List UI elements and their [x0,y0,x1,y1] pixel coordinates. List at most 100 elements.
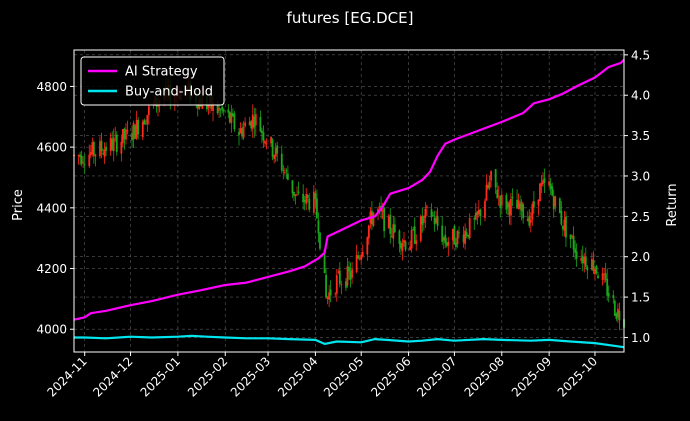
candle-body-102 [293,191,295,196]
candle-body-171 [441,225,444,242]
candle-body-190 [479,209,482,217]
candle-body-81 [248,121,251,126]
candle-body-8 [91,142,94,155]
candle-body-199 [499,196,502,208]
candle-body-134 [360,254,363,260]
candle-body-126 [345,281,347,288]
candle-body-194 [488,181,491,189]
candle-body-72 [228,111,231,123]
candle-body-83 [251,114,254,129]
candle-body-142 [378,206,381,208]
candle-body-23 [123,128,126,140]
candle-body-217 [539,183,541,202]
candle-body-244 [595,266,598,274]
right-tick-label-6: 4.0 [631,89,650,103]
candle-body-189 [477,209,480,214]
candle-body-216 [537,199,540,206]
candle-body-94 [274,147,277,157]
candle-body-238 [583,256,586,264]
candle-body-255 [618,311,621,321]
candle-body-67 [218,108,221,111]
candle-body-146 [387,216,390,229]
candle-body-129 [349,271,352,280]
candle-body-183 [465,232,468,236]
candle-body-163 [422,216,425,223]
candle-body-1 [77,155,80,157]
candle-body-167 [432,215,434,216]
candle-body-213 [529,219,532,223]
candle-body-254 [616,308,619,318]
candle-body-33 [144,123,147,125]
right-tick-label-0: 1.0 [631,331,650,345]
candle-body-100 [286,173,289,180]
candle-body-80 [244,122,247,127]
candle-body-88 [262,132,265,141]
candle-body-82 [250,120,253,129]
candle-body-242 [592,260,595,272]
candle-body-236 [580,258,583,261]
candle-body-107 [303,200,306,202]
candle-body-201 [505,195,508,210]
candle-body-176 [451,229,454,241]
candle-body-221 [548,181,551,186]
left-y-axis: 4000 4200 4400 4600 4800 [36,80,74,337]
candle-body-152 [400,242,402,249]
candle-body-132 [357,255,360,259]
candle-body-157 [410,230,413,249]
candle-body-202 [506,202,509,208]
candle-body-170 [436,215,439,226]
candle-body-172 [442,237,445,241]
candle-body-101 [291,180,294,194]
candle-body-198 [497,195,500,197]
candle-body-144 [381,210,384,212]
candle-body-29 [135,119,138,139]
candle-body-24 [125,129,127,140]
candle-body-141 [377,208,379,212]
candle-body-17 [111,139,114,150]
candle-body-150 [393,224,396,233]
candle-body-123 [337,271,340,273]
candle-body-97 [282,169,285,171]
candle-body-193 [487,185,489,189]
candle-body-62 [207,105,210,108]
candle-body-231 [569,234,572,239]
candlesticks [73,74,625,332]
candle-body-223 [551,186,554,196]
candle-body-174 [445,242,448,246]
candle-body-210 [522,204,525,219]
right-tick-label-5: 3.5 [631,129,650,143]
candle-body-182 [464,230,467,244]
candle-body-74 [231,113,234,117]
candle-body-207 [517,200,520,209]
chart-title: futures [EG.DCE] [287,9,414,27]
candle-body-28 [134,125,137,139]
candle-body-78 [241,128,243,137]
plot-frame [73,49,625,353]
candle-body-252 [613,300,616,316]
candle-body-245 [597,275,599,279]
candle-body-225 [554,196,557,207]
candle-body-224 [552,195,555,210]
right-tick-label-3: 2.5 [631,210,650,224]
candle-body-12 [100,140,103,152]
candle-body-116 [323,249,326,274]
candle-body-214 [531,204,534,220]
left-tick-label-3: 4600 [36,141,67,155]
candle-body-253 [615,313,618,319]
candle-body-136 [366,237,369,255]
candle-body-137 [367,225,370,239]
candle-body-66 [216,104,219,114]
return-lines [73,58,625,349]
candle-body-22 [121,129,124,144]
candle-body-87 [261,130,263,134]
candle-body-229 [563,219,566,231]
candle-body-243 [594,268,596,275]
candle-body-18 [112,137,115,152]
candle-body-70 [222,109,225,112]
candle-body-68 [219,109,222,111]
candle-body-204 [510,199,512,216]
candle-body-211 [526,218,529,222]
candle-body-57 [196,103,199,109]
candle-body-251 [612,295,615,299]
candle-body-178 [455,242,457,248]
